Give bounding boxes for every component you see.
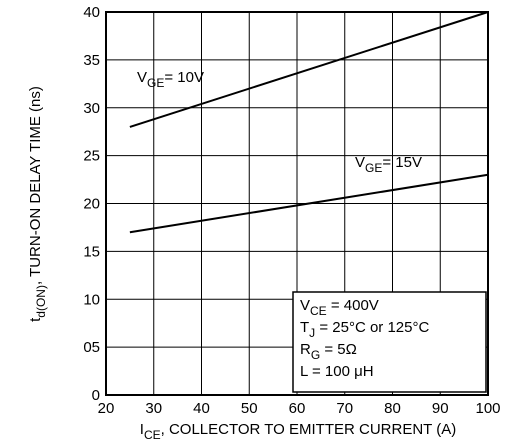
condition-tj: TJ = 25°C or 125°C (300, 319, 429, 340)
x-tick-label: 100 (475, 400, 500, 417)
x-tick-label: 40 (193, 400, 210, 417)
series-line-0 (129, 11, 489, 128)
test-conditions-box: VCE = 400V TJ = 25°C or 125°C RG = 5Ω L … (292, 291, 487, 393)
series-lines (129, 11, 489, 234)
x-tick-label: 70 (336, 400, 353, 417)
y-tick-label: 05 (83, 339, 100, 356)
y-tick-label: 0 (92, 387, 100, 404)
y-tick-label: 25 (83, 148, 100, 165)
y-axis-title: td(ON), TURN-ON DELAY TIME (ns) (27, 86, 48, 322)
series-label-vge-10v: VGE= 10V (137, 69, 204, 90)
y-tick-label: 15 (83, 243, 100, 260)
series-label-vge-15v: VGE= 15V (355, 154, 422, 175)
condition-l: L = 100 μH (300, 363, 374, 380)
y-tick-label: 35 (83, 52, 100, 69)
x-tick-label: 60 (289, 400, 306, 417)
plot-frame (105, 11, 489, 396)
tick-labels: 20 30 40 50 60 70 80 90 100 0 05 10 15 20 25 30 35 40 (83, 4, 500, 417)
condition-vce: VCE = 400V (300, 297, 379, 318)
y-tick-label: 10 (83, 291, 100, 308)
x-tick-label: 90 (432, 400, 449, 417)
y-axis-title-group: td(ON), TURN-ON DELAY TIME (ns) (27, 86, 48, 322)
y-tick-label: 40 (83, 4, 100, 21)
series-line-1 (129, 173, 489, 234)
x-tick-label: 80 (384, 400, 401, 417)
x-tick-label: 50 (241, 400, 258, 417)
grid (106, 12, 488, 395)
y-tick-label: 20 (83, 196, 100, 213)
x-tick-label: 20 (98, 400, 115, 417)
x-axis-title: ICE, COLLECTOR TO EMITTER CURRENT (A) (140, 421, 456, 442)
condition-rg: RG = 5Ω (300, 341, 357, 362)
x-tick-label: 30 (145, 400, 162, 417)
y-tick-label: 30 (83, 100, 100, 117)
